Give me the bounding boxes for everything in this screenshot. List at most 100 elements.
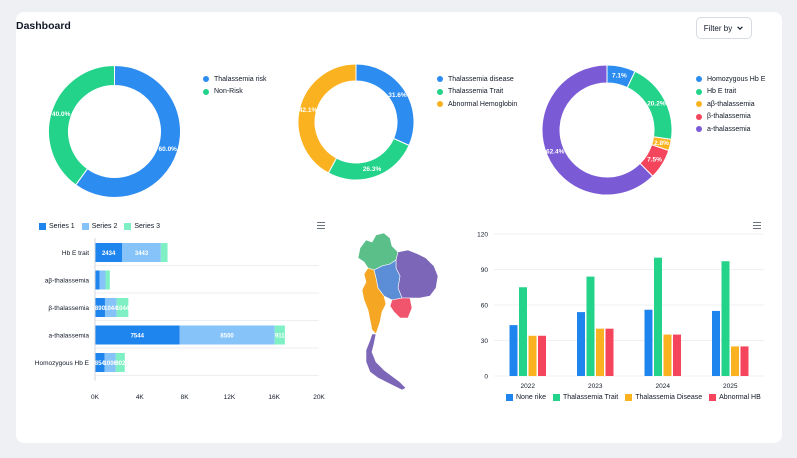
hbar-segment[interactable]: [95, 270, 100, 290]
hbar-segment[interactable]: [179, 325, 275, 345]
legend-item[interactable]: Thalassemia Trait: [552, 394, 618, 401]
donut-slice[interactable]: [48, 64, 115, 186]
legend-item[interactable]: Thalassemia disease: [437, 73, 517, 86]
vbar-bar[interactable]: [528, 335, 537, 376]
donut-slice[interactable]: [541, 64, 654, 196]
legend-item[interactable]: Series 3: [124, 223, 160, 230]
donut-slice[interactable]: [297, 63, 357, 174]
donut-slice[interactable]: [355, 63, 415, 147]
hbar-segment[interactable]: [95, 298, 105, 317]
legend-genotype: Homozygous Hb E Hb E trait aβ-thalassemia β…: [696, 73, 765, 136]
legend-marker: [39, 223, 46, 230]
vbar-bar[interactable]: [740, 346, 749, 376]
hbar-segment[interactable]: [105, 270, 110, 290]
hbar-segment[interactable]: [104, 353, 116, 372]
x-tick-label: 4K: [136, 394, 145, 401]
legend-label: Thalassemia risk: [214, 75, 267, 83]
legend-item[interactable]: Thalassemia Trait: [437, 86, 517, 99]
x-tick-label: 2025: [723, 383, 738, 390]
vbar-bar[interactable]: [663, 334, 672, 376]
y-tick-label: 60: [481, 303, 489, 310]
legend-item[interactable]: Series 1: [39, 223, 75, 230]
legend-label: Non-Risk: [214, 88, 243, 96]
x-tick-label: 20K: [313, 394, 325, 401]
legend-item[interactable]: Series 2: [81, 223, 117, 230]
hbar-segment[interactable]: [116, 298, 129, 317]
donut-chart-type: 31.6% 26.3% 42.1%: [297, 63, 415, 181]
hbar-chart: Hb E trait 2434 3443 aβ-thalassemia β-thalas…: [35, 238, 325, 401]
hbar-data-label: 7544: [131, 334, 145, 340]
legend-item[interactable]: β-thalassemia: [696, 111, 765, 124]
y-tick-label: 0: [484, 374, 488, 381]
legend-marker: [81, 223, 89, 230]
legend-item[interactable]: Thalassemia Disease: [625, 394, 702, 401]
hbar-segment[interactable]: [122, 243, 161, 262]
donut-slice-label: 40.0%: [52, 111, 71, 118]
hbar-segment[interactable]: [160, 243, 168, 262]
hbar-segment[interactable]: [95, 325, 180, 345]
legend-item[interactable]: Abnormal HB: [709, 394, 761, 401]
legend-item[interactable]: Thalassemia risk: [203, 73, 267, 86]
vbar-bar[interactable]: [577, 312, 585, 376]
donut-slice-label: 31.6%: [388, 92, 407, 99]
legend-marker: [437, 76, 443, 83]
vbar-bar[interactable]: [596, 328, 604, 376]
legend-label: Thalassemia disease: [448, 75, 514, 83]
vbar-bar[interactable]: [538, 335, 546, 376]
vbar-bar[interactable]: [509, 325, 518, 376]
category-label: Hb E trait: [62, 250, 89, 257]
hbar-segment[interactable]: [115, 353, 125, 372]
legend-marker: [552, 394, 560, 401]
legend-item[interactable]: aβ-thalassemia: [696, 98, 765, 111]
donut-slice[interactable]: [75, 64, 181, 198]
vbar-bar[interactable]: [654, 257, 662, 376]
legend-marker: [437, 88, 443, 95]
donut-slice-label: 7.5%: [647, 157, 662, 164]
hbar-segment[interactable]: [104, 298, 117, 317]
page-title: Dashboard: [16, 20, 71, 32]
legend-item[interactable]: None rike: [506, 394, 546, 401]
legend-label: Series 3: [134, 223, 161, 230]
legend-label: None rike: [516, 394, 546, 401]
legend-label: Abnormal Hemoglobin: [448, 100, 518, 108]
donut-chart-genotype: 7.1% 20.2% 2.8% 7.5% 62.4%: [541, 64, 673, 196]
legend-item[interactable]: Abnormal Hemoglobin: [437, 98, 517, 111]
legend-item[interactable]: Homozygous Hb E: [696, 73, 765, 86]
vbar-bar[interactable]: [673, 334, 681, 376]
vbar-chart: 0 30 60 90 120 2022 2023 2024 2025: [477, 232, 764, 390]
legend-marker: [124, 223, 132, 230]
donut-slice-label: 60.0%: [159, 146, 178, 153]
vbar-bar[interactable]: [731, 346, 739, 376]
legend-label: Thalassemia Disease: [635, 394, 703, 401]
hbar-data-label: 1006: [104, 361, 118, 367]
donut-slice-label: 26.3%: [363, 166, 382, 173]
thailand-map: [357, 232, 439, 390]
legend-item[interactable]: Hb E trait: [696, 86, 765, 99]
x-tick-label: 0K: [91, 394, 100, 401]
legend-item[interactable]: a-thalassemia: [696, 123, 765, 136]
hbar-segment[interactable]: [99, 270, 106, 290]
vbar-bar[interactable]: [712, 310, 720, 376]
map-region-east: [389, 297, 413, 319]
hbar-menu-icon[interactable]: [317, 222, 325, 229]
legend-label: Homozygous Hb E: [707, 75, 766, 83]
legend-marker: [696, 88, 702, 95]
vbar-bar[interactable]: [644, 309, 653, 376]
legend-marker: [709, 394, 717, 401]
filter-by-button[interactable]: Filter by: [696, 17, 752, 39]
vbar-bar[interactable]: [721, 261, 730, 376]
vbar-menu-icon[interactable]: [753, 222, 761, 229]
x-tick-label: 2023: [588, 383, 603, 390]
legend-item[interactable]: Non-Risk: [203, 86, 267, 99]
hbar-segment[interactable]: [274, 325, 285, 345]
x-tick-label: 16K: [268, 394, 280, 401]
donut-slice[interactable]: [327, 137, 410, 181]
donut-slice-label: 20.2%: [647, 101, 666, 108]
hbar-segment[interactable]: [95, 243, 123, 262]
vbar-bar[interactable]: [586, 276, 595, 376]
vbar-bar[interactable]: [605, 328, 614, 376]
legend-label: Thalassemia Trait: [448, 88, 504, 96]
donut-slice-label: 42.1%: [299, 107, 318, 114]
vbar-bar[interactable]: [519, 287, 527, 376]
hbar-segment[interactable]: [95, 353, 105, 372]
